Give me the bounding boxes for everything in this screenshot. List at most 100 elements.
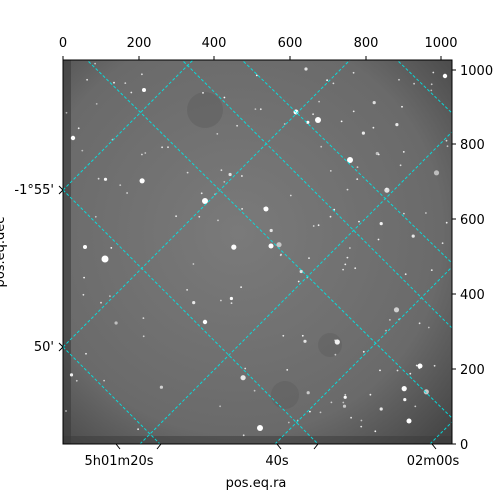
star (317, 224, 320, 227)
star (354, 267, 357, 270)
star (142, 335, 145, 338)
star (374, 430, 377, 433)
grid-line (396, 60, 452, 114)
star (372, 101, 376, 105)
star (312, 225, 315, 227)
star (280, 253, 282, 256)
star (289, 194, 292, 197)
bright-star (101, 255, 109, 263)
star (303, 339, 307, 343)
star (299, 269, 303, 274)
ra-axis-label: pos.eq.ra (226, 476, 287, 491)
star (385, 329, 387, 332)
star (430, 89, 433, 92)
grid-line (63, 60, 351, 348)
star (167, 146, 169, 149)
star (220, 169, 223, 172)
right-tick-800: 800 (460, 138, 485, 153)
star (398, 78, 400, 81)
star (446, 145, 449, 148)
star (109, 295, 111, 297)
star (340, 120, 343, 123)
star (236, 124, 239, 127)
star (269, 228, 273, 233)
star (401, 386, 407, 392)
star (77, 127, 80, 130)
star (216, 133, 219, 135)
star (415, 364, 418, 367)
star (186, 289, 189, 291)
star (85, 352, 87, 355)
bright-star (70, 135, 76, 141)
star (198, 215, 201, 218)
star (352, 110, 355, 113)
star (403, 212, 405, 215)
star (65, 410, 67, 412)
star (329, 170, 332, 172)
star (332, 82, 335, 85)
star (433, 364, 436, 367)
star (445, 221, 448, 224)
star (200, 192, 203, 195)
star (141, 153, 143, 156)
star (244, 367, 247, 370)
star (69, 373, 74, 377)
star (309, 410, 311, 413)
star (379, 222, 383, 226)
star (240, 375, 246, 381)
grid-line (63, 346, 161, 444)
star (231, 244, 237, 250)
bright-star (406, 418, 412, 424)
right-tick-1000: 1000 (460, 64, 493, 79)
star (306, 120, 310, 124)
star (404, 273, 407, 276)
star (384, 187, 390, 193)
star (402, 151, 405, 153)
star (432, 71, 435, 74)
star (319, 411, 322, 414)
star (161, 146, 164, 149)
top-tick-800: 800 (354, 36, 379, 51)
star (352, 71, 355, 74)
star (220, 299, 222, 302)
star (306, 391, 310, 395)
ra-tick-5h01m20s: 5h01m20s (84, 454, 153, 469)
star (356, 166, 359, 169)
star (413, 82, 415, 85)
star (94, 215, 97, 218)
star (103, 177, 108, 181)
star (276, 242, 282, 248)
top-tick-400: 400 (202, 36, 227, 51)
star (414, 405, 417, 408)
dec-axis-label: pos.eq.dec (0, 217, 8, 288)
bright-star (442, 73, 448, 79)
star (395, 123, 399, 127)
star (113, 81, 115, 84)
grid-line (63, 60, 194, 191)
star (312, 113, 314, 116)
star (95, 103, 98, 105)
dec-tick-50: 50' (34, 340, 54, 355)
star (427, 326, 430, 329)
star (418, 322, 421, 325)
star (282, 334, 285, 337)
star (286, 369, 289, 371)
star (409, 372, 412, 375)
star (144, 152, 147, 154)
star (81, 149, 84, 152)
star (242, 434, 245, 437)
star (186, 171, 189, 174)
grid-line (181, 60, 452, 329)
star (139, 178, 145, 184)
grid-line (274, 266, 452, 444)
star (433, 170, 440, 176)
star (411, 234, 415, 238)
star (430, 269, 433, 271)
star (403, 398, 407, 402)
star (241, 175, 243, 177)
star (255, 74, 258, 77)
star (100, 301, 102, 304)
star (229, 296, 233, 301)
star (175, 215, 178, 218)
star (241, 208, 244, 210)
